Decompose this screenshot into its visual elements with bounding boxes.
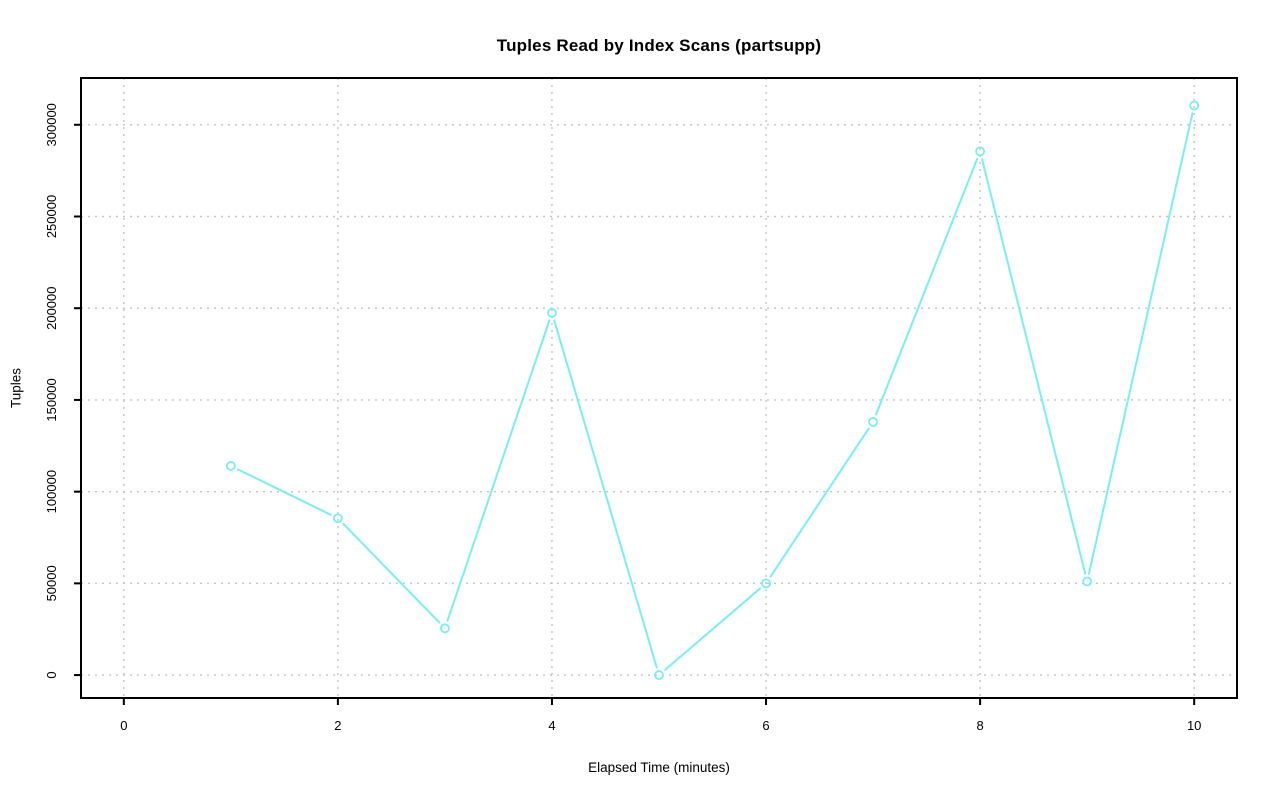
series-line-segment (1087, 112, 1194, 575)
y-tick-label: 50000 (44, 565, 59, 601)
series-line-segment (664, 587, 761, 671)
x-tick-label: 4 (548, 718, 555, 733)
chart-title: Tuples Read by Index Scans (partsupp) (496, 36, 822, 55)
series-line-segment (875, 157, 979, 416)
data-point-marker (975, 146, 986, 157)
data-point-marker (225, 461, 236, 471)
series-line-segment (769, 427, 870, 578)
x-tick-label: 2 (334, 718, 341, 733)
data-point-marker (868, 417, 878, 427)
y-axis-title: Tuples (8, 367, 24, 409)
x-tick-label: 0 (120, 718, 127, 733)
y-tick-label: 100000 (44, 470, 59, 513)
x-axis-title: Elapsed Time (minutes) (588, 760, 730, 775)
data-point-marker (654, 670, 664, 680)
data-point-marker (547, 307, 557, 318)
y-tick-label: 300000 (44, 103, 59, 146)
series-line-segment (981, 158, 1087, 575)
series-line-segment (446, 319, 551, 622)
data-point-marker (1189, 100, 1200, 111)
x-tick-label: 6 (762, 718, 769, 733)
plot-border (80, 77, 1238, 699)
data-point-marker (761, 578, 771, 589)
y-tick-label: 0 (44, 671, 59, 678)
series-line-segment (237, 468, 332, 516)
series-line-segment (553, 319, 658, 669)
data-point-marker (332, 513, 343, 524)
x-tick-label: 8 (976, 718, 983, 733)
data-point-marker (1082, 576, 1093, 587)
x-tick-label: 10 (1187, 718, 1201, 733)
y-tick-label: 150000 (44, 378, 59, 421)
series-line-segment (342, 522, 441, 624)
data-point-marker (440, 623, 450, 634)
y-tick-label: 250000 (44, 195, 59, 238)
y-tick-label: 200000 (44, 287, 59, 330)
